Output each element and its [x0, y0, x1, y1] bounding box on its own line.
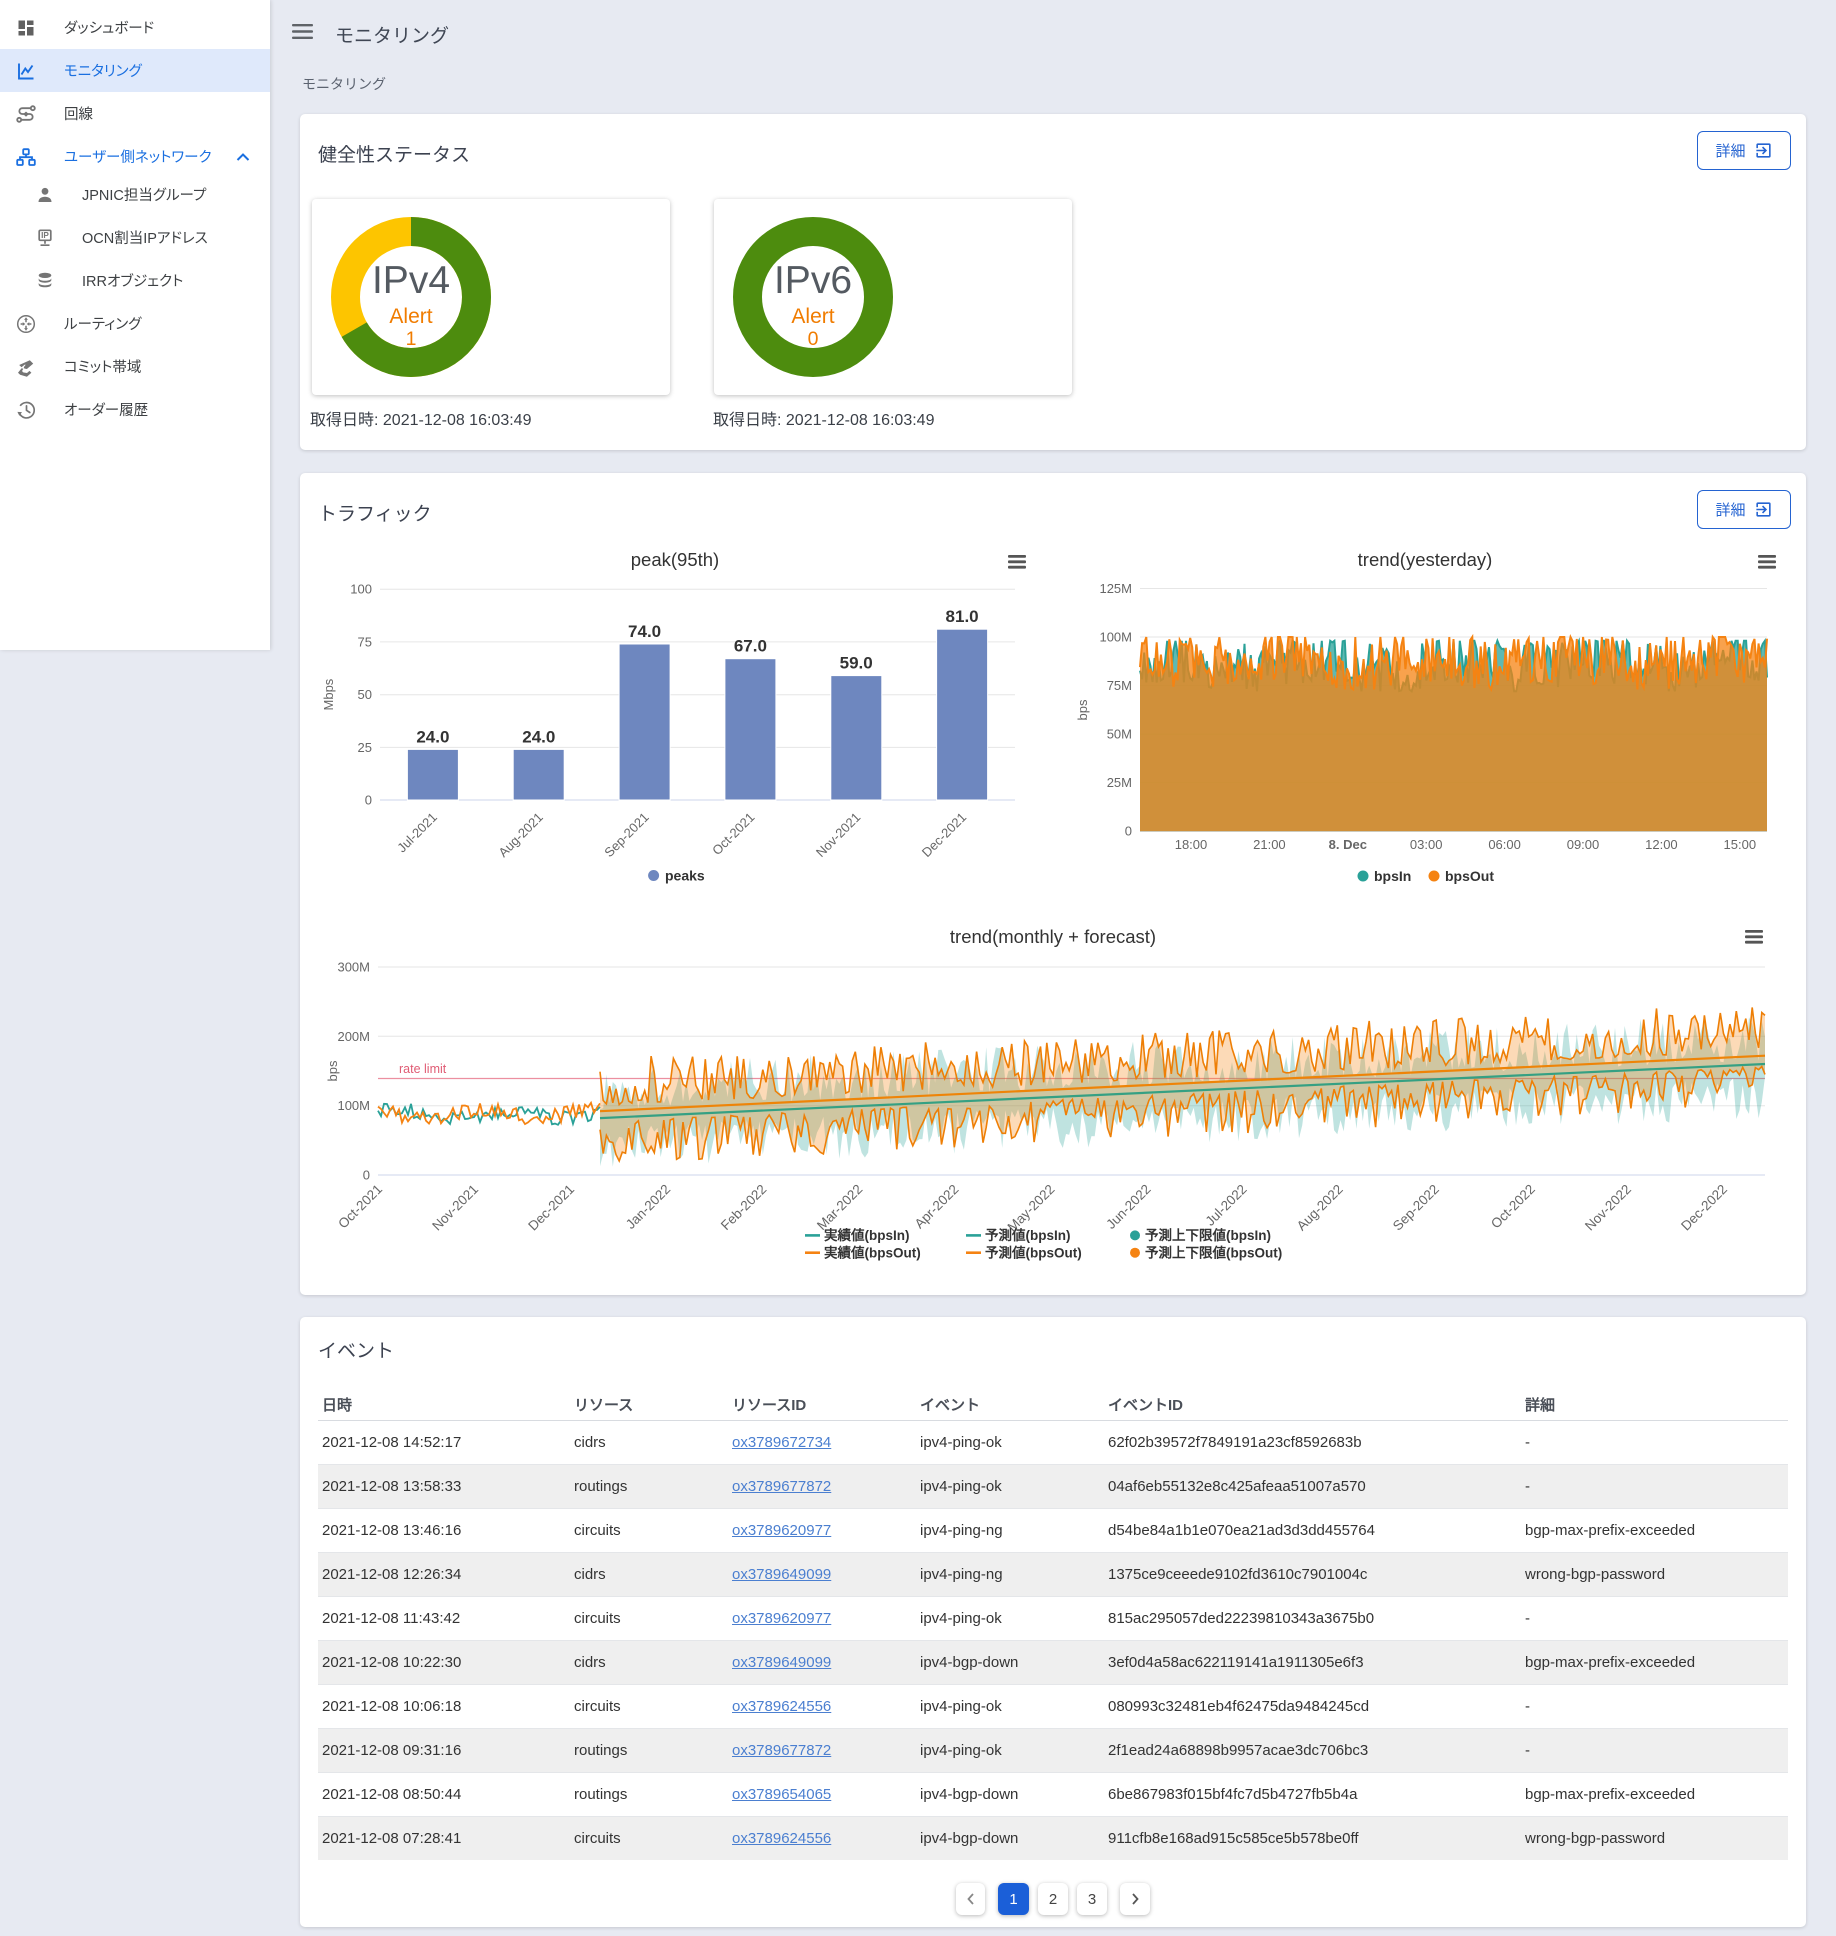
svg-text:peak(95th): peak(95th)	[631, 549, 719, 570]
svg-text:bps: bps	[1075, 699, 1090, 720]
svg-text:Nov-2021: Nov-2021	[813, 810, 863, 860]
svg-text:Oct-2021: Oct-2021	[709, 810, 757, 858]
svg-text:74.0: 74.0	[628, 622, 661, 641]
svg-text:06:00: 06:00	[1488, 837, 1521, 852]
svg-text:125M: 125M	[1099, 581, 1132, 596]
svg-text:Apr-2022: Apr-2022	[912, 1182, 962, 1232]
svg-text:8. Dec: 8. Dec	[1329, 837, 1367, 852]
svg-text:rate limit: rate limit	[399, 1062, 447, 1076]
svg-text:IP: IP	[41, 231, 49, 240]
svg-text:Dec-2022: Dec-2022	[1678, 1182, 1730, 1234]
svg-text:Sep-2022: Sep-2022	[1390, 1182, 1442, 1234]
svg-text:Alert: Alert	[389, 305, 432, 328]
svg-text:実績値(bpsIn): 実績値(bpsIn)	[824, 1227, 910, 1243]
svg-text:0: 0	[365, 793, 372, 808]
svg-text:0: 0	[1125, 824, 1132, 839]
svg-text:Alert: Alert	[791, 305, 834, 328]
svg-text:18:00: 18:00	[1175, 837, 1208, 852]
svg-text:100M: 100M	[1099, 630, 1132, 645]
svg-text:Mbps: Mbps	[321, 678, 336, 710]
svg-text:50: 50	[358, 687, 372, 702]
svg-text:Oct-2022: Oct-2022	[1488, 1182, 1538, 1232]
svg-text:Mar-2022: Mar-2022	[814, 1182, 865, 1233]
svg-text:25: 25	[358, 740, 372, 755]
svg-text:59.0: 59.0	[840, 654, 873, 673]
svg-text:21:00: 21:00	[1253, 837, 1286, 852]
svg-text:15:00: 15:00	[1724, 837, 1757, 852]
svg-text:100: 100	[350, 582, 372, 597]
svg-text:12:00: 12:00	[1645, 837, 1678, 852]
svg-text:300M: 300M	[337, 960, 370, 975]
svg-text:実績値(bpsOut): 実績値(bpsOut)	[824, 1244, 921, 1260]
svg-text:May-2022: May-2022	[1005, 1182, 1058, 1235]
svg-text:Dec-2021: Dec-2021	[525, 1182, 577, 1234]
svg-text:IPv4: IPv4	[372, 259, 450, 302]
svg-text:peaks: peaks	[665, 868, 705, 884]
svg-text:IPv6: IPv6	[774, 259, 852, 302]
svg-text:Nov-2021: Nov-2021	[429, 1182, 481, 1234]
svg-text:Oct-2021: Oct-2021	[335, 1182, 385, 1232]
svg-text:1: 1	[406, 328, 417, 350]
svg-text:Jun-2022: Jun-2022	[1103, 1182, 1153, 1232]
svg-text:Jul-2021: Jul-2021	[394, 810, 440, 856]
svg-text:Feb-2022: Feb-2022	[718, 1182, 769, 1233]
svg-text:予測値(bpsOut): 予測値(bpsOut)	[985, 1244, 1082, 1260]
svg-text:200M: 200M	[337, 1029, 370, 1044]
svg-text:03:00: 03:00	[1410, 837, 1443, 852]
svg-text:75: 75	[358, 634, 372, 649]
svg-text:bpsIn: bpsIn	[1374, 868, 1411, 884]
svg-text:Nov-2022: Nov-2022	[1582, 1182, 1634, 1234]
svg-text:trend(monthly + forecast): trend(monthly + forecast)	[950, 926, 1156, 947]
svg-text:24.0: 24.0	[416, 727, 449, 746]
svg-text:0: 0	[363, 1168, 370, 1183]
svg-text:予測値(bpsIn): 予測値(bpsIn)	[985, 1227, 1071, 1243]
svg-text:50M: 50M	[1107, 727, 1132, 742]
svg-text:bps: bps	[325, 1060, 340, 1081]
svg-text:0: 0	[808, 328, 819, 350]
svg-text:予測上下限値(bpsIn): 予測上下限値(bpsIn)	[1145, 1227, 1271, 1243]
svg-text:bpsOut: bpsOut	[1445, 868, 1494, 884]
svg-text:Sep-2021: Sep-2021	[601, 810, 651, 860]
svg-text:81.0: 81.0	[946, 607, 979, 626]
svg-text:67.0: 67.0	[734, 637, 767, 656]
svg-text:Aug-2021: Aug-2021	[495, 810, 545, 860]
svg-text:09:00: 09:00	[1567, 837, 1600, 852]
svg-text:予測上下限値(bpsOut): 予測上下限値(bpsOut)	[1145, 1244, 1282, 1260]
svg-text:Jan-2022: Jan-2022	[623, 1182, 673, 1232]
svg-text:trend(yesterday): trend(yesterday)	[1358, 549, 1493, 570]
svg-text:75M: 75M	[1107, 678, 1132, 693]
svg-text:100M: 100M	[337, 1098, 370, 1113]
svg-text:24.0: 24.0	[522, 727, 555, 746]
svg-text:25M: 25M	[1107, 775, 1132, 790]
svg-text:Aug-2022: Aug-2022	[1294, 1182, 1346, 1234]
svg-text:Dec-2021: Dec-2021	[919, 810, 969, 860]
svg-text:Jul-2022: Jul-2022	[1202, 1182, 1249, 1229]
